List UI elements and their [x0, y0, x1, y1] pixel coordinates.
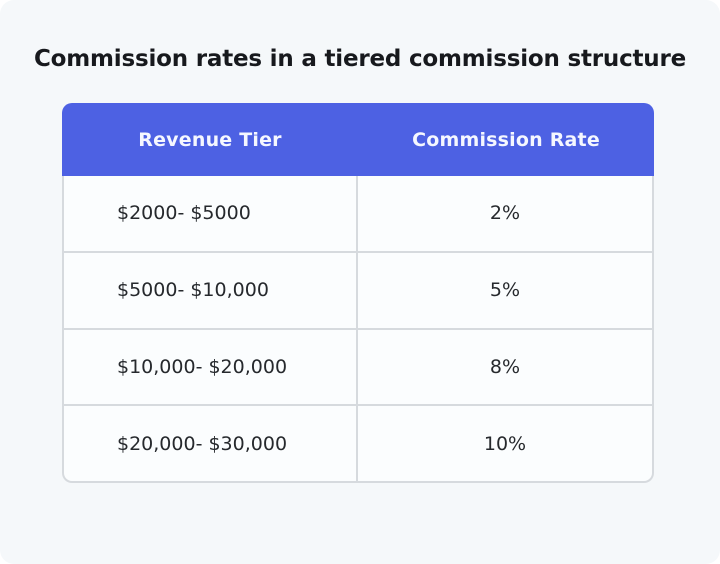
table-body: $2000- $5000 2% $5000- $10,000 5% $10,00… — [62, 176, 654, 483]
revenue-tier-cell: $5000- $10,000 — [64, 252, 358, 328]
revenue-tier-cell: $20,000- $30,000 — [64, 406, 358, 481]
commission-rate-cell: 8% — [489, 355, 521, 378]
page-title: Commission rates in a tiered commission … — [33, 46, 687, 72]
table-row: $2000- $5000 2% — [64, 176, 652, 251]
column-header-commission-rate: Commission Rate — [412, 128, 600, 151]
table-row: $5000- $10,000 5% — [64, 250, 652, 328]
table-row: $10,000- $20,000 8% — [64, 327, 652, 405]
commission-rate-cell: 2% — [489, 202, 521, 225]
table-row: $20,000- $30,000 10% — [64, 404, 652, 481]
column-header-revenue-tier: Revenue Tier — [138, 128, 282, 151]
table-header-row: Revenue Tier Commission Rate — [62, 103, 654, 176]
commission-rate-cell: 10% — [483, 432, 527, 455]
commission-table: Revenue Tier Commission Rate $2000- $500… — [62, 103, 654, 483]
commission-rate-cell: 5% — [489, 279, 521, 302]
revenue-tier-cell: $2000- $5000 — [64, 176, 358, 251]
revenue-tier-cell: $10,000- $20,000 — [64, 329, 358, 405]
